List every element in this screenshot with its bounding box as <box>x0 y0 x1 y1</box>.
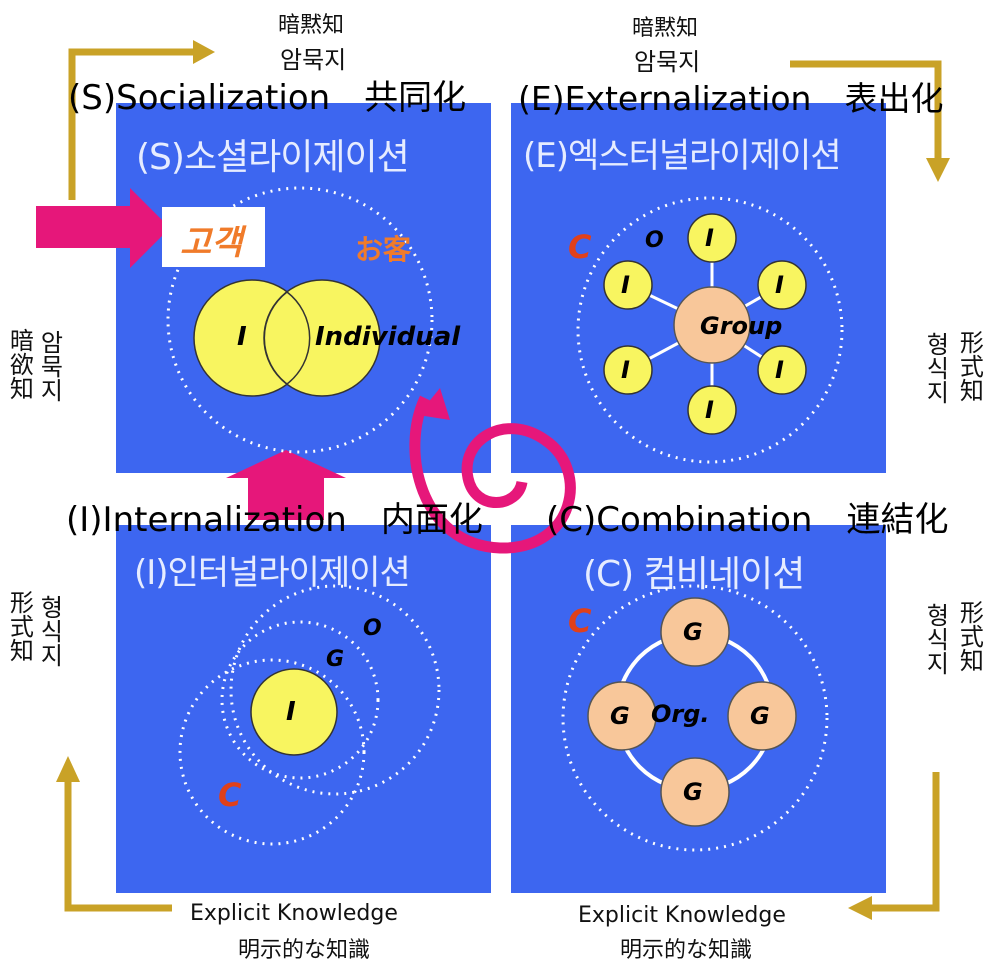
int-i-label: I <box>286 697 296 727</box>
bottom-right-jp: 明示的な知識 <box>620 938 753 963</box>
ext-individual-top <box>687 213 737 263</box>
comb-c-label: C <box>568 602 592 640</box>
comb-g-top: G <box>683 618 703 646</box>
org-label: Org. <box>651 700 710 728</box>
externalization-outer-dotted-circle <box>576 196 844 464</box>
ext-individual-bottom <box>687 385 737 435</box>
customer-arrow-icon <box>36 188 170 268</box>
ext-c-label: C <box>568 228 592 266</box>
upward-arrow-icon <box>226 450 346 520</box>
gold-arrow-top-left-head <box>193 40 215 64</box>
comb-group-left <box>587 681 657 751</box>
comb-group-right <box>727 681 797 751</box>
left-top-jp: 暗欲知 <box>5 328 34 400</box>
combination-title: (C)Combination 連結化 <box>546 500 949 540</box>
int-dotted-circle-c <box>178 658 366 846</box>
group-circle <box>673 286 751 364</box>
ext-individual-lower-right <box>757 345 807 395</box>
ext-individual-lower-left <box>603 345 653 395</box>
ext-i-upper-right: I <box>775 271 784 299</box>
left-bottom-jp: 形式知 <box>5 590 34 662</box>
comb-g-bottom: G <box>683 778 703 806</box>
ext-individual-upper-right <box>757 260 807 310</box>
bottom-right-en: Explicit Knowledge <box>578 903 786 928</box>
int-o-label: O <box>363 616 382 641</box>
gold-arrow-bottom-left-head <box>56 756 80 782</box>
left-top-kr: 암묵지 <box>35 330 64 402</box>
top-right-tacit-jp: 暗黙知 <box>632 16 699 41</box>
ext-i-lower-left: I <box>621 356 630 384</box>
left-bottom-kr: 형식지 <box>35 595 64 667</box>
individual-label: Individual <box>315 322 461 352</box>
comb-group-bottom <box>660 757 730 827</box>
internalization-kr-title: (I)인터널라이제이션 <box>134 553 411 593</box>
spiral-icon <box>409 395 576 554</box>
right-top-jp: 形式知 <box>955 330 984 402</box>
gold-arrow-bottom-right <box>870 772 940 912</box>
socialization-kr-title: (S)소셜라이제이션 <box>136 137 410 178</box>
int-g-label: G <box>326 647 345 672</box>
int-c-label: C <box>218 776 242 814</box>
right-bottom-jp: 形式知 <box>955 600 984 672</box>
socialization-title: (S)Socialization 共同化 <box>68 78 467 118</box>
internalization-title: (I)Internalization 内面化 <box>66 500 483 540</box>
comb-group-top <box>660 597 730 667</box>
right-top-kr: 형식지 <box>921 332 950 404</box>
comb-g-left: G <box>610 702 630 730</box>
individual-i-label: I <box>237 322 247 352</box>
top-right-tacit-kr: 암묵지 <box>634 48 701 76</box>
top-left-tacit-kr: 암묵지 <box>280 46 347 74</box>
socialization-outer-dotted-circle <box>166 186 434 454</box>
ext-individual-upper-left <box>603 260 653 310</box>
comb-g-right: G <box>750 702 770 730</box>
gold-arrow-bottom-right-head <box>848 896 872 920</box>
customer-label-box <box>162 207 265 267</box>
cycle-arrows <box>56 40 950 920</box>
bottom-left-jp: 明示的な知識 <box>238 938 371 963</box>
customer-kr-label: 고객 <box>180 223 243 263</box>
combination-kr-title: (C) 컴비네이션 <box>583 554 805 595</box>
customer-jp-label: お客 <box>355 233 412 266</box>
externalization-kr-title: (E)엑스터널라이제이션 <box>523 136 842 176</box>
gold-arrow-bottom-left <box>64 780 172 912</box>
gold-arrow-top-right-head <box>926 158 950 182</box>
externalization-title: (E)Externalization 表出化 <box>518 79 944 118</box>
bottom-left-en: Explicit Knowledge <box>190 901 398 926</box>
group-label: Group <box>700 312 783 340</box>
ext-i-upper-left: I <box>621 271 630 299</box>
ext-i-lower-right: I <box>775 356 784 384</box>
int-individual-circle <box>250 668 338 756</box>
top-left-tacit-jp: 暗黙知 <box>278 13 345 38</box>
spiral-arrowhead-icon <box>418 388 450 420</box>
int-dotted-circle-o <box>229 584 441 796</box>
ext-o-label: O <box>645 228 664 253</box>
ext-i-bottom: I <box>705 396 714 424</box>
gold-arrow-top-right <box>790 60 942 160</box>
comb-outer-dotted-circle <box>561 584 829 852</box>
gold-arrow-top-left <box>68 48 195 200</box>
int-dotted-circle-g <box>220 620 380 780</box>
right-bottom-kr: 형식지 <box>921 603 950 675</box>
ext-i-top: I <box>705 224 714 252</box>
